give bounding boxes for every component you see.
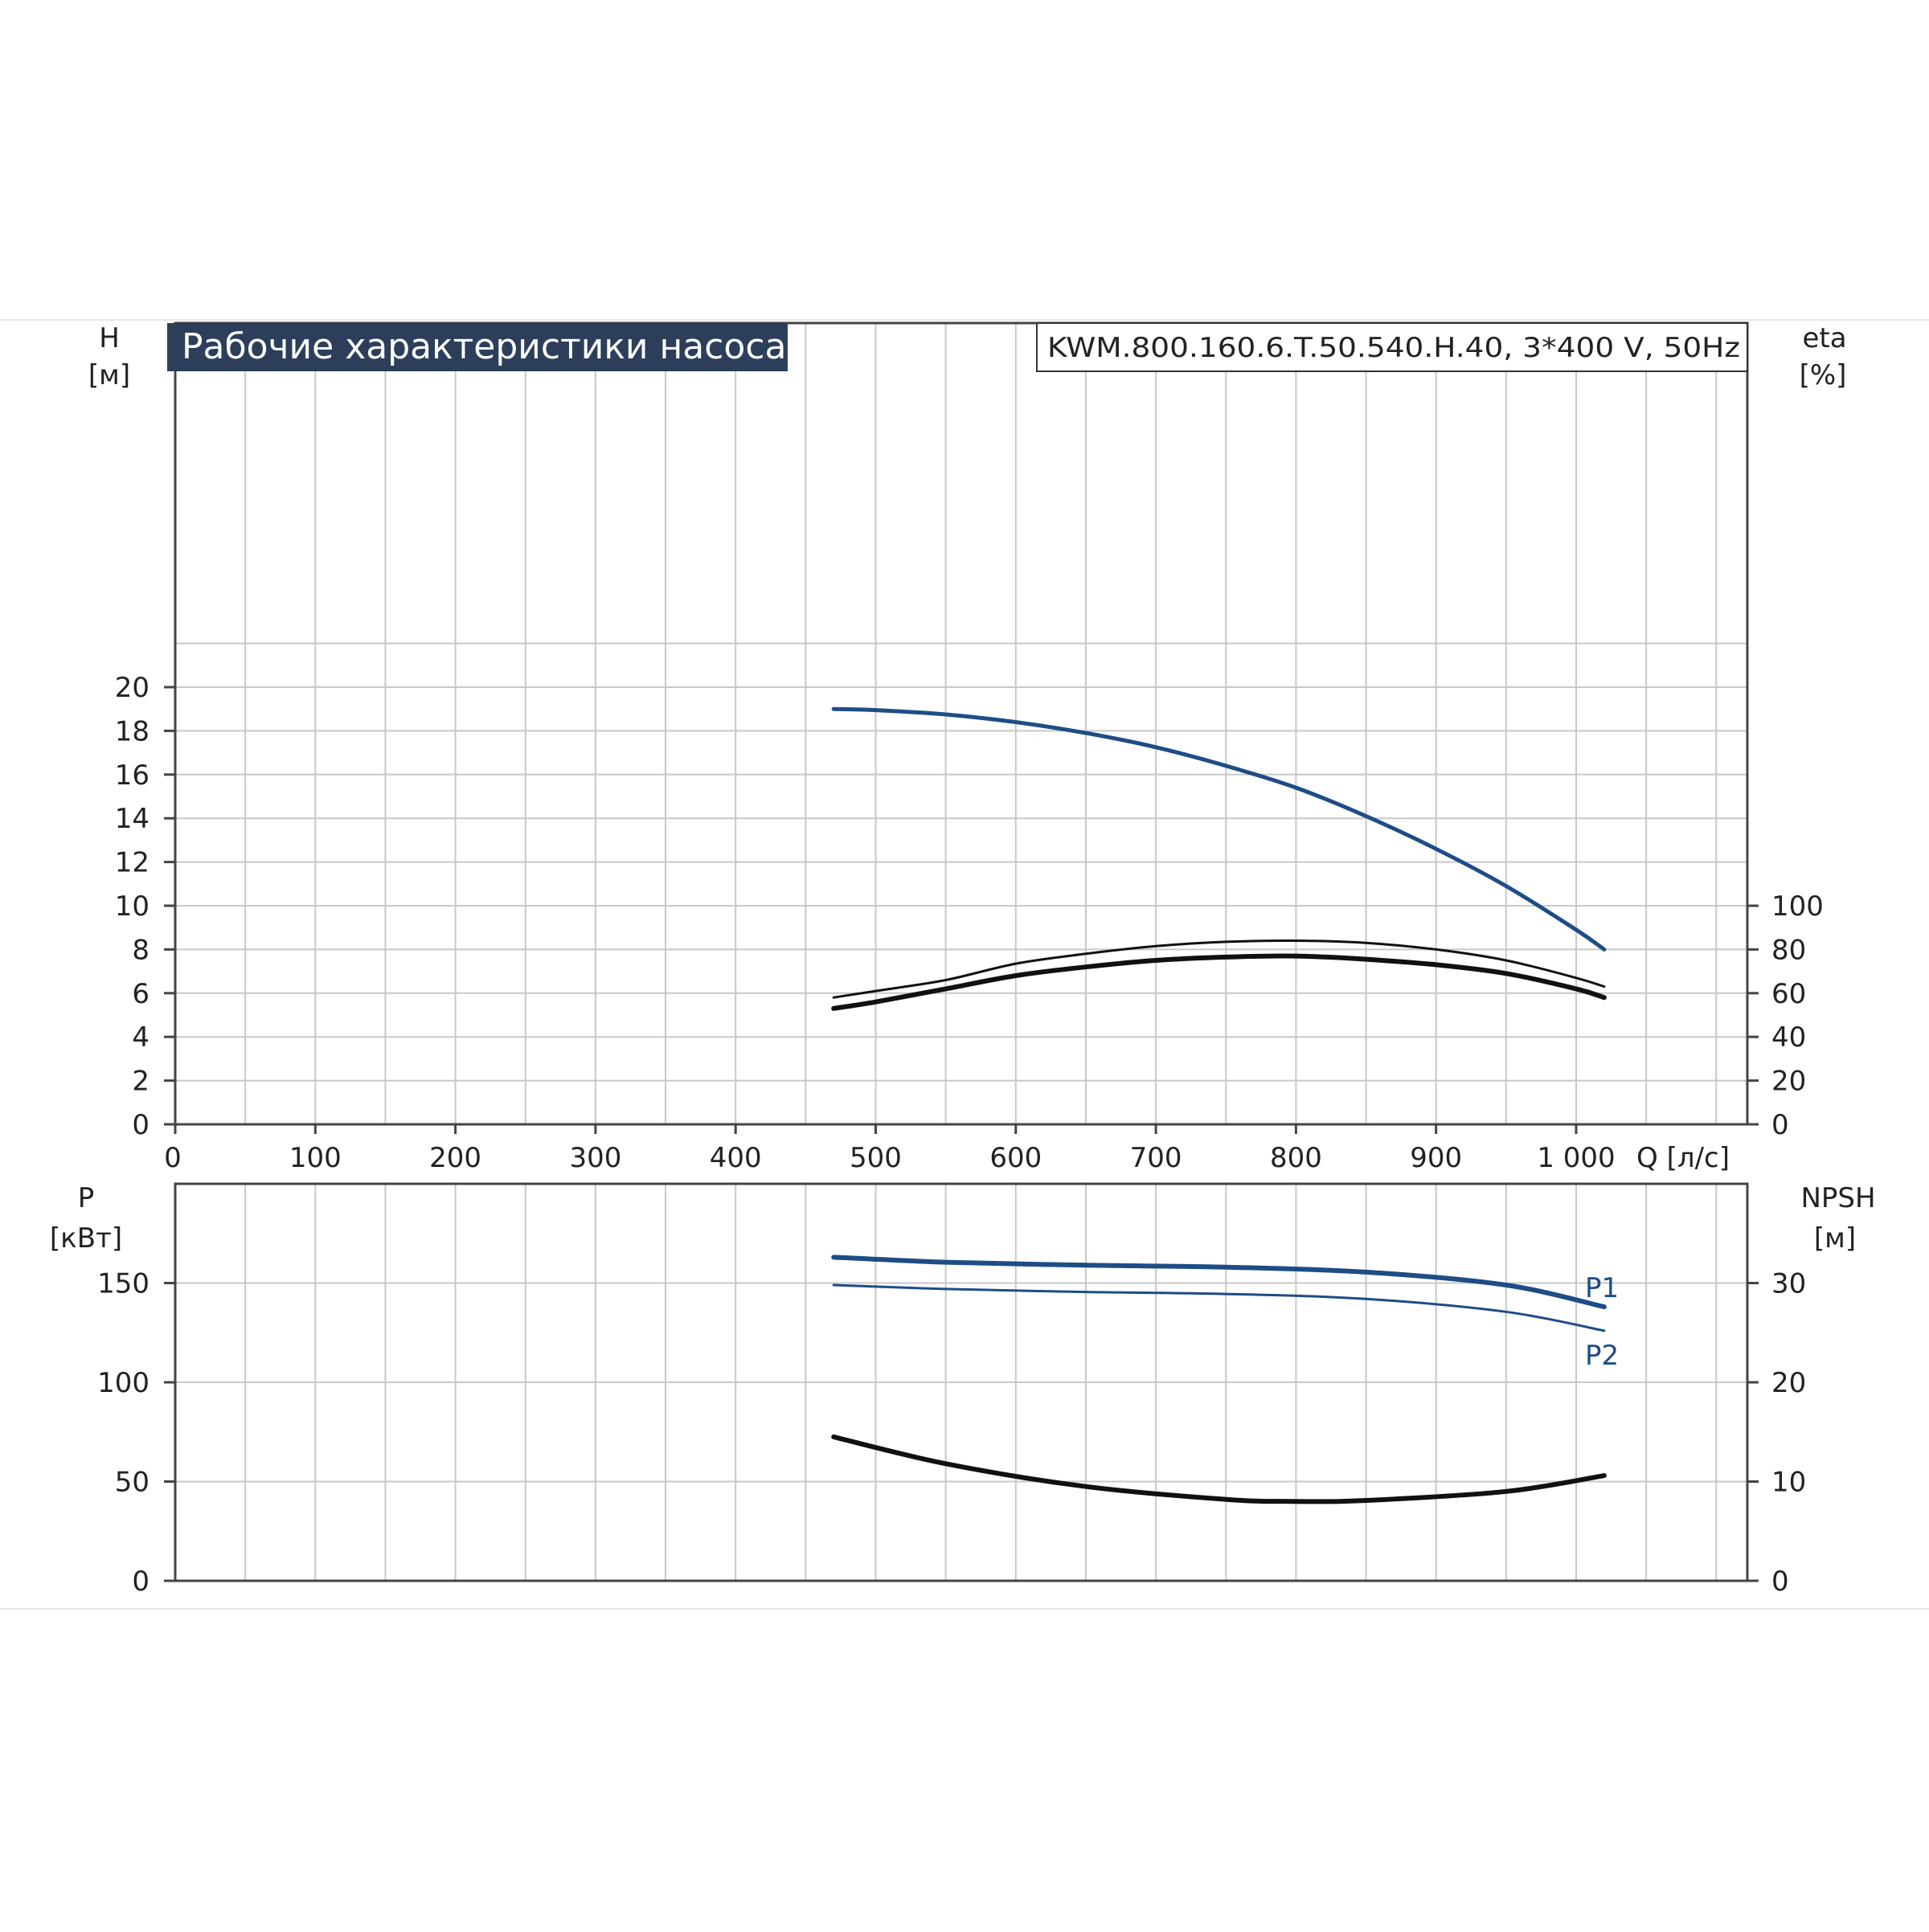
bottom-curves	[831, 1255, 1607, 1504]
h-tick-label: 14	[115, 803, 149, 835]
chart-title: Рабочие характеристики насоса	[182, 326, 786, 367]
eta-tick-label: 0	[1771, 1109, 1789, 1141]
x-axis-ticks: 0 100 200 300 400 500 600 700 800 900 1 000	[164, 1124, 1616, 1174]
p-tick-label: 0	[132, 1566, 149, 1598]
h-tick-label: 2	[132, 1066, 149, 1098]
npsh-tick-label: 10	[1771, 1467, 1806, 1499]
q-tick-label: 1 000	[1537, 1142, 1615, 1174]
npsh-tick-label: 30	[1771, 1268, 1806, 1300]
h-tick-label: 20	[115, 672, 149, 704]
h-tick-label: 6	[132, 978, 149, 1010]
q-tick-label: 200	[429, 1142, 481, 1174]
eta-tick-label: 40	[1771, 1021, 1806, 1054]
p-axis-title: P	[78, 1182, 95, 1214]
q-tick-label: 500	[850, 1142, 902, 1174]
h-tick-label: 18	[115, 715, 149, 747]
h-tick-label: 10	[115, 890, 149, 923]
q-tick-label: 900	[1410, 1142, 1462, 1174]
model-label: KWM.800.160.6.T.50.540.H.40, 3*400 V, 50…	[1047, 332, 1740, 364]
npsh-tick-label: 0	[1771, 1566, 1789, 1598]
h-axis-title: H	[99, 322, 120, 354]
q-tick-label: 300	[569, 1142, 621, 1174]
h-tick-label: 16	[115, 759, 149, 792]
model-box	[1036, 322, 1748, 372]
q-tick-label: 600	[989, 1142, 1042, 1174]
q-tick-label: 800	[1270, 1142, 1322, 1174]
q-tick-label: 0	[164, 1142, 182, 1174]
npsh-axis-title: NPSH	[1800, 1182, 1875, 1214]
h-tick-label: 4	[132, 1021, 149, 1054]
bottom-grid	[175, 1184, 1747, 1581]
top-right-ticks: 0 20 40 60 80 100	[1747, 890, 1824, 1141]
p-tick-label: 150	[97, 1268, 149, 1300]
eta-axis-title: eta	[1802, 322, 1846, 354]
h-axis-unit: [м]	[88, 359, 130, 391]
h-tick-label: 0	[132, 1109, 149, 1141]
eta-axis-unit: [%]	[1800, 359, 1847, 391]
head-curve	[831, 706, 1607, 952]
h-tick-label: 8	[132, 934, 149, 966]
top-grid	[175, 323, 1747, 1124]
efficiency-curve-thin	[832, 939, 1606, 999]
q-tick-label: 400	[710, 1142, 762, 1174]
p-axis-unit: [кВт]	[50, 1222, 122, 1255]
npsh-axis-unit: [м]	[1814, 1222, 1856, 1255]
p1-power-curve	[831, 1255, 1607, 1310]
eta-tick-label: 60	[1771, 978, 1806, 1010]
eta-tick-label: 20	[1771, 1066, 1806, 1098]
eta-tick-label: 100	[1771, 890, 1824, 923]
p-tick-label: 50	[115, 1467, 149, 1499]
p2-series-label: P2	[1585, 1340, 1619, 1372]
eta-tick-label: 80	[1771, 934, 1806, 966]
top-curves	[831, 706, 1607, 1011]
q-axis-title: Q [л/с]	[1636, 1142, 1730, 1174]
top-plot-frame	[174, 321, 1749, 1126]
top-left-ticks: 0 2 4 6 8 10 12 14 16 18 20	[115, 672, 175, 1141]
npsh-curve	[831, 1434, 1607, 1504]
h-tick-label: 12	[115, 847, 149, 879]
npsh-tick-label: 20	[1771, 1367, 1806, 1399]
bottom-right-ticks: 0 10 20 30	[1747, 1268, 1806, 1598]
p-tick-label: 100	[97, 1367, 149, 1399]
p2-power-curve	[832, 1283, 1606, 1332]
q-tick-label: 700	[1130, 1142, 1182, 1174]
bottom-left-ticks: 0 50 100 150	[97, 1268, 175, 1598]
title-banner	[167, 323, 788, 371]
p1-series-label: P1	[1585, 1272, 1619, 1304]
q-tick-label: 100	[289, 1142, 342, 1174]
efficiency-curve-thick	[831, 953, 1607, 1011]
